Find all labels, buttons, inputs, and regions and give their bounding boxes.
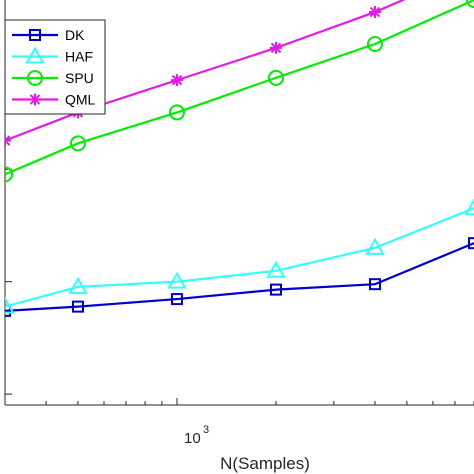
plot-area xyxy=(4,0,474,406)
series-haf xyxy=(5,198,474,314)
data-point xyxy=(5,134,11,147)
series-line xyxy=(5,0,406,142)
data-point xyxy=(269,283,282,296)
x-tick-label-exponent: 3 xyxy=(203,424,209,436)
data-point xyxy=(266,260,286,278)
data-point xyxy=(468,237,474,250)
data-point xyxy=(368,278,381,291)
data-point xyxy=(368,6,381,19)
legend-label: DK xyxy=(65,27,85,43)
legend-label: SPU xyxy=(65,70,94,86)
series-spu xyxy=(5,0,474,183)
data-point xyxy=(170,293,183,306)
legend-label: HAF xyxy=(65,49,93,65)
legend-item-dk: DK xyxy=(12,27,85,43)
legend-swatch-marker xyxy=(25,46,45,64)
legend-swatch-marker xyxy=(29,93,41,106)
x-axis-ticks xyxy=(4,398,474,405)
data-point xyxy=(365,237,385,255)
data-point xyxy=(269,41,282,54)
series-layer xyxy=(5,0,474,317)
data-point xyxy=(71,300,84,313)
data-point xyxy=(170,74,183,87)
data-point xyxy=(167,271,187,289)
x-tick-label-base: 10 xyxy=(184,430,201,447)
legend-items: DK HAF SPU QML xyxy=(12,27,96,108)
legend-item-qml: QML xyxy=(12,92,96,108)
legend: DK HAF SPU QML xyxy=(4,19,106,115)
legend-item-spu: SPU xyxy=(12,70,94,86)
data-point xyxy=(168,104,185,121)
data-point xyxy=(267,69,284,86)
series-dk xyxy=(5,237,474,317)
data-point xyxy=(69,135,86,152)
x-tick-label-major: 10 3 xyxy=(184,424,209,447)
legend-label: QML xyxy=(65,92,96,108)
legend-swatch-marker xyxy=(27,70,43,86)
data-point xyxy=(5,304,11,317)
data-point xyxy=(366,35,383,52)
series-line xyxy=(5,207,474,308)
legend-swatch-marker xyxy=(29,29,41,41)
data-point xyxy=(464,198,474,216)
data-point xyxy=(5,166,13,183)
series-line xyxy=(5,242,474,312)
data-point xyxy=(5,296,15,314)
data-point xyxy=(68,276,88,294)
legend-item-haf: HAF xyxy=(12,46,93,65)
series-line xyxy=(5,0,474,176)
x-axis-title: N(Samples) xyxy=(220,454,310,473)
